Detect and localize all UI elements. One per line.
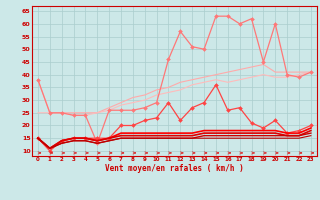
X-axis label: Vent moyen/en rafales ( km/h ): Vent moyen/en rafales ( km/h ) bbox=[105, 164, 244, 173]
